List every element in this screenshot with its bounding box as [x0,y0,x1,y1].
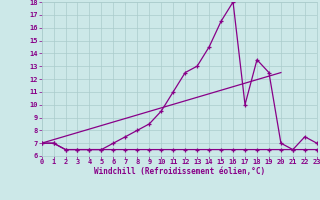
X-axis label: Windchill (Refroidissement éolien,°C): Windchill (Refroidissement éolien,°C) [94,167,265,176]
